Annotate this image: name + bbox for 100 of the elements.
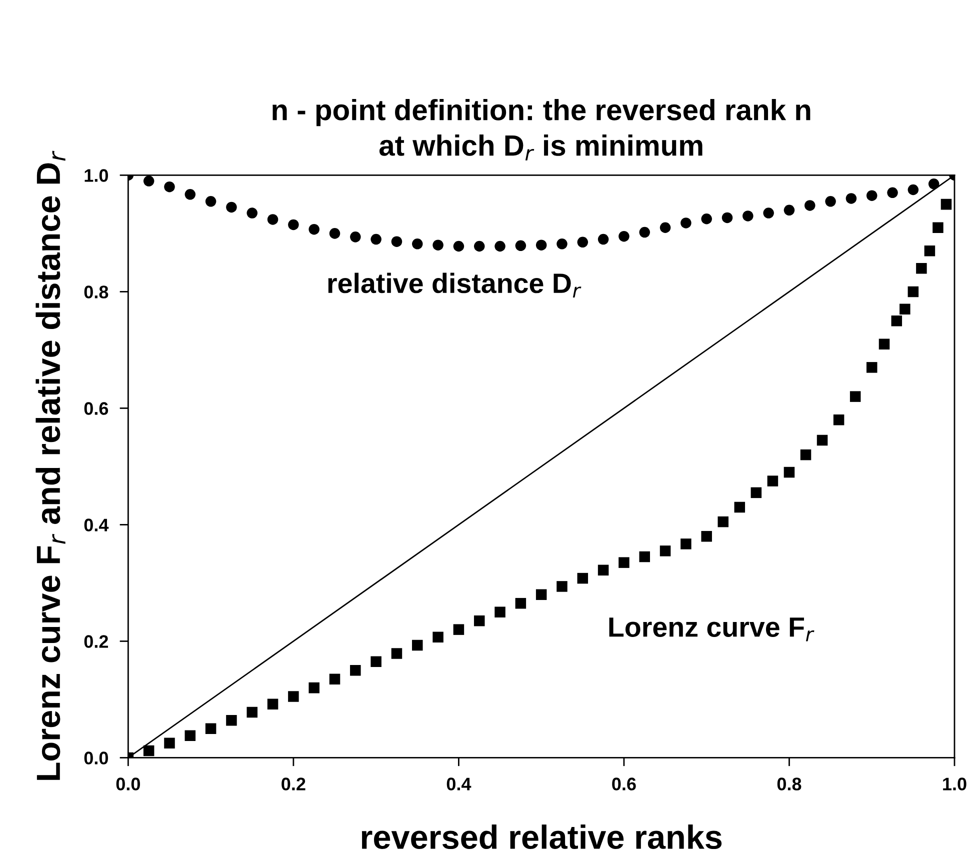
point (908, 286, 919, 298)
point (370, 234, 382, 245)
point (164, 738, 175, 749)
point (515, 598, 526, 609)
point (267, 214, 278, 225)
point (660, 222, 671, 233)
point (833, 414, 844, 426)
point (850, 391, 861, 402)
x-tick-label: 1.0 (943, 778, 966, 790)
point (816, 434, 828, 446)
point (474, 615, 485, 626)
y-tick-label: 0.0 (84, 752, 108, 764)
point (804, 200, 816, 211)
point (536, 589, 547, 600)
point (432, 240, 444, 250)
point (750, 487, 762, 498)
point (577, 572, 588, 584)
point (453, 240, 464, 252)
point (784, 204, 795, 216)
point (246, 208, 258, 218)
x-tick-label: 0.2 (282, 778, 306, 790)
point (680, 538, 692, 550)
point (660, 546, 671, 556)
x-axis-title: reversed relative ranks (362, 824, 722, 850)
point (350, 232, 361, 242)
point (494, 606, 506, 618)
point (288, 691, 299, 702)
point (916, 263, 927, 274)
point (701, 214, 712, 224)
point (391, 648, 402, 659)
chart-title: n - point definition: the reversed rank n at which D$_{r}$ is minimum (272, 98, 810, 160)
point (370, 656, 382, 667)
y-tick-label: 0.6 (84, 402, 108, 415)
y-tick-label: 0.8 (84, 286, 108, 298)
point (701, 530, 712, 542)
y-axis-title: Lorenz curve F$_{r}$ and relative distance D$_{r}$ (36, 150, 66, 780)
point (846, 193, 857, 204)
point (767, 476, 778, 486)
x-tick-label: 0.6 (612, 778, 636, 790)
point (722, 212, 733, 224)
y-tick-label: 1.0 (84, 169, 108, 182)
point (940, 198, 952, 210)
point (391, 236, 402, 247)
point (556, 581, 568, 592)
point (267, 698, 278, 710)
point (924, 246, 936, 256)
point (515, 240, 526, 252)
point (598, 564, 609, 576)
point (143, 176, 154, 186)
point (928, 178, 940, 190)
point (288, 219, 299, 230)
point (453, 624, 464, 635)
point (763, 208, 774, 218)
point (639, 226, 650, 238)
point (350, 664, 361, 676)
series-label: relative distance D$_{r}$ (328, 272, 582, 298)
y-tick-label: 0.4 (84, 518, 109, 532)
point (866, 190, 878, 201)
point (556, 238, 568, 250)
point (184, 189, 196, 200)
point (205, 723, 216, 734)
point (891, 315, 902, 326)
point (878, 338, 890, 350)
y-tick-label: 0.2 (84, 635, 108, 648)
x-tick-label: 0.4 (446, 778, 472, 790)
point (329, 674, 340, 684)
point (900, 304, 910, 315)
point (639, 551, 650, 562)
point (412, 238, 423, 250)
point (205, 196, 216, 207)
point (932, 222, 944, 233)
point (908, 184, 919, 196)
point (598, 234, 609, 245)
point (866, 362, 878, 373)
point (825, 196, 836, 207)
point (308, 224, 320, 235)
point (718, 516, 729, 528)
point (432, 632, 444, 643)
point (887, 187, 898, 198)
point (784, 466, 795, 478)
point (536, 240, 547, 250)
point (494, 240, 506, 252)
point (734, 502, 746, 513)
point (742, 210, 754, 222)
point (618, 230, 630, 242)
point (577, 236, 588, 248)
point (226, 715, 237, 726)
point (184, 730, 196, 741)
point (164, 181, 175, 192)
point (308, 682, 320, 694)
point (329, 228, 340, 239)
point (618, 557, 630, 568)
point (680, 218, 692, 228)
x-tick-label: 0.8 (777, 778, 802, 790)
series-label: Lorenz curve F$_{r}$ (609, 618, 814, 642)
x-tick-label: 0.0 (116, 778, 140, 790)
point (412, 640, 423, 651)
point (226, 202, 237, 213)
point (143, 745, 154, 756)
point (474, 240, 485, 252)
